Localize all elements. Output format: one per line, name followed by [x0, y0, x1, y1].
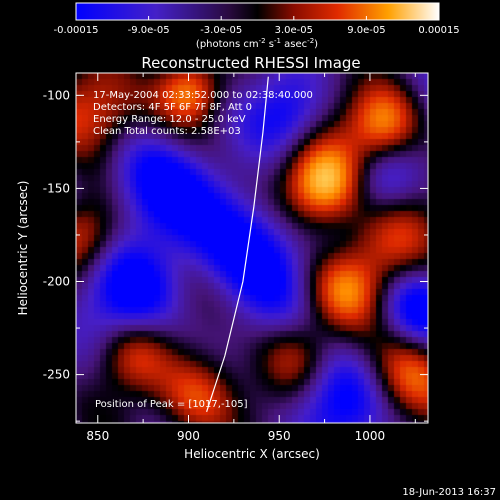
info-line: Detectors: 4F 5F 6F 7F 8F, Att 0 — [93, 102, 252, 113]
colorbar: -0.00015 -9.0e-05 -3.0e-05 3.0e-05 9.0e-05 0.… — [54, 2, 460, 50]
info-text: 17-May-2004 02:33:52.000 to 02:38:40.000… — [93, 90, 313, 137]
y-tick-label: -250 — [43, 368, 70, 382]
colorbar-units: (photons cm-2 s-1 asec-2) — [196, 37, 318, 50]
colorbar-tick-label: -3.0e-05 — [200, 25, 242, 36]
y-tick-label: -100 — [43, 88, 70, 102]
y-tick-label: -200 — [43, 275, 70, 289]
x-tick-label: 900 — [177, 429, 200, 443]
colorbar-gradient — [76, 3, 439, 20]
colorbar-tick-label: -9.0e-05 — [128, 25, 170, 36]
x-axis-label: Heliocentric X (arcsec) — [184, 447, 320, 461]
footer-date: 18-Jun-2013 16:37 — [402, 487, 496, 498]
colorbar-tick-label: -0.00015 — [54, 25, 99, 36]
x-tick-label: 950 — [268, 429, 291, 443]
peak-label: Position of Peak = [1017,-105] — [95, 399, 248, 410]
info-line: 17-May-2004 02:33:52.000 to 02:38:40.000 — [93, 90, 313, 101]
plot-frame — [75, 72, 429, 424]
colorbar-tick-label: 3.0e-05 — [275, 25, 313, 36]
colorbar-frame — [75, 2, 440, 21]
info-line: Energy Range: 12.0 - 25.0 keV — [93, 114, 246, 125]
y-tick-label: -150 — [43, 181, 70, 195]
solar-limb-line — [206, 76, 269, 412]
chart-title: Reconstructed RHESSI Image — [141, 54, 360, 72]
info-line: Clean Total counts: 2.58E+03 — [93, 126, 241, 137]
colorbar-tick-label: 9.0e-05 — [347, 25, 385, 36]
x-tick-label: 1000 — [355, 429, 386, 443]
y-axis-label: Heliocentric Y (arcsec) — [16, 181, 30, 316]
colorbar-tick-label: 0.00015 — [418, 25, 459, 36]
x-tick-label: 850 — [86, 429, 109, 443]
axes: 850 900 950 1000 -100 -150 -200 -250 — [43, 73, 428, 443]
colorbar-ticks: -0.00015 -9.0e-05 -3.0e-05 3.0e-05 9.0e-05 0.… — [54, 16, 460, 36]
